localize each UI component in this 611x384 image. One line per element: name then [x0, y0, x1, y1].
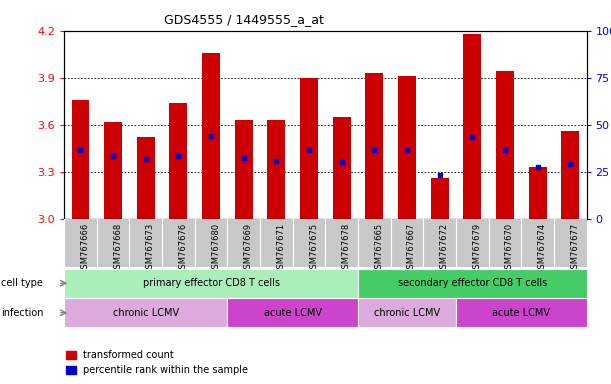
Bar [202, 53, 220, 219]
Text: GSM767667: GSM767667 [407, 223, 416, 274]
Bar [358, 298, 456, 327]
Text: GSM767672: GSM767672 [440, 223, 448, 274]
Text: chronic LCMV: chronic LCMV [112, 308, 179, 318]
Bar [64, 269, 358, 298]
Bar [496, 71, 514, 219]
Text: GSM767674: GSM767674 [538, 223, 547, 274]
Bar [300, 78, 318, 219]
Text: GSM767677: GSM767677 [570, 223, 579, 274]
Bar [169, 103, 188, 219]
Text: secondary effector CD8 T cells: secondary effector CD8 T cells [398, 278, 547, 288]
Bar [431, 178, 448, 219]
Bar [562, 131, 579, 219]
Bar [463, 34, 481, 219]
Text: GSM767670: GSM767670 [505, 223, 514, 274]
Bar [104, 122, 122, 219]
Bar [64, 298, 227, 327]
Text: acute LCMV: acute LCMV [264, 308, 322, 318]
Text: GSM767668: GSM767668 [113, 223, 122, 274]
Text: GSM767680: GSM767680 [211, 223, 220, 274]
Bar [137, 137, 155, 219]
Text: GSM767678: GSM767678 [342, 223, 351, 274]
Text: GSM767673: GSM767673 [146, 223, 155, 274]
Text: infection: infection [1, 308, 44, 318]
Bar [358, 269, 587, 298]
Text: chronic LCMV: chronic LCMV [374, 308, 440, 318]
Text: GSM767665: GSM767665 [375, 223, 383, 274]
Text: acute LCMV: acute LCMV [492, 308, 551, 318]
Bar [235, 120, 253, 219]
Text: primary effector CD8 T cells: primary effector CD8 T cells [142, 278, 280, 288]
Text: GDS4555 / 1449555_a_at: GDS4555 / 1449555_a_at [164, 13, 324, 26]
Bar [456, 298, 587, 327]
Bar [398, 76, 416, 219]
Bar [268, 120, 285, 219]
Text: GSM767676: GSM767676 [178, 223, 188, 274]
Bar [227, 298, 358, 327]
Text: GSM767669: GSM767669 [244, 223, 253, 274]
Bar [71, 100, 89, 219]
Bar [529, 167, 547, 219]
Text: GSM767671: GSM767671 [276, 223, 285, 274]
Bar [365, 73, 383, 219]
Text: GSM767675: GSM767675 [309, 223, 318, 274]
Text: GSM767679: GSM767679 [472, 223, 481, 274]
Bar [333, 117, 351, 219]
Legend: transformed count, percentile rank within the sample: transformed count, percentile rank withi… [66, 351, 249, 375]
Text: GSM767666: GSM767666 [81, 223, 89, 274]
Text: cell type: cell type [1, 278, 43, 288]
